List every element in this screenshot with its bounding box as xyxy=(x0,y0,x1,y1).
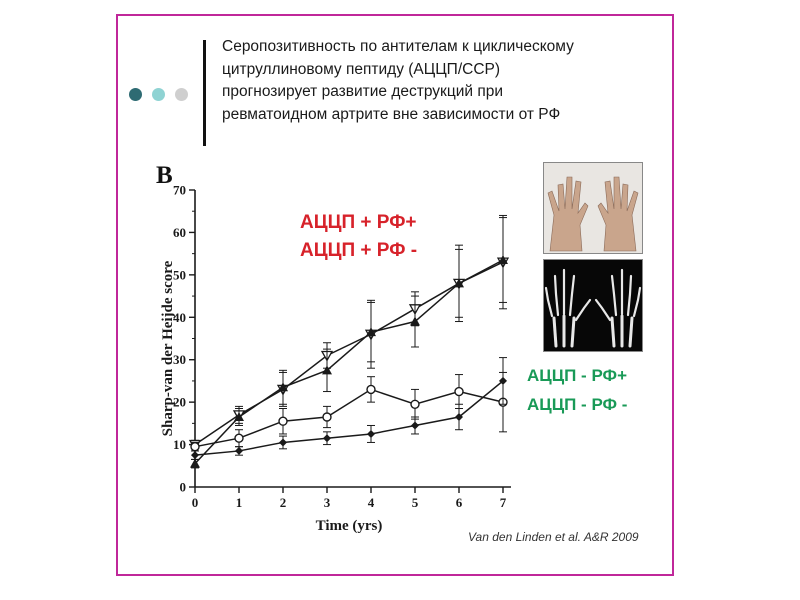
hands-xray xyxy=(543,259,643,352)
x-tick-label: 5 xyxy=(412,495,419,510)
x-tick-label: 1 xyxy=(236,495,243,510)
y-tick-label: 60 xyxy=(173,225,186,240)
data-point xyxy=(322,412,332,422)
x-tick-label: 4 xyxy=(368,495,375,510)
data-point xyxy=(234,433,244,443)
data-point xyxy=(234,411,244,421)
legend-red-2: АЦЦП + РФ - xyxy=(300,240,418,261)
data-point xyxy=(367,429,375,438)
y-tick-label: 70 xyxy=(173,183,186,198)
data-point xyxy=(279,438,287,447)
y-tick-label: 50 xyxy=(173,267,186,282)
y-tick-label: 10 xyxy=(173,437,186,452)
data-point xyxy=(410,399,420,409)
x-axis-label: Time (yrs) xyxy=(316,518,383,534)
decor-dot-teal xyxy=(152,88,165,101)
x-tick-label: 3 xyxy=(324,495,331,510)
data-point xyxy=(235,446,243,455)
title-line: цитруллиновому пептиду (АЦЦП/CCP) xyxy=(222,60,501,78)
legend-green-2: АЦЦП - РФ - xyxy=(527,395,628,414)
data-point xyxy=(190,441,200,452)
y-axis-label: Sharp-van der Heijde score xyxy=(160,260,176,436)
hands-photo xyxy=(543,162,643,254)
x-tick-label: 7 xyxy=(500,495,507,510)
y-tick-label: 30 xyxy=(173,352,186,367)
legend-green-1: АЦЦП - РФ+ xyxy=(527,366,627,385)
data-point xyxy=(454,278,464,288)
title-line: Серопозитивность по антителам к цикличес… xyxy=(222,38,574,55)
x-tick-label: 0 xyxy=(192,495,199,510)
panel-label: B xyxy=(156,162,173,189)
series-line xyxy=(194,261,504,446)
decor-dot-dark xyxy=(129,88,142,101)
data-point xyxy=(322,365,332,375)
decor-dot-grey xyxy=(175,88,188,101)
data-point xyxy=(411,421,419,430)
series-line xyxy=(194,388,504,448)
series-line xyxy=(194,259,504,465)
y-tick-label: 20 xyxy=(173,395,186,410)
data-point xyxy=(455,412,463,421)
title-line: ревматоидном артрите вне зависимости от … xyxy=(222,105,561,123)
y-tick-label: 0 xyxy=(180,480,187,495)
data-point xyxy=(454,386,464,397)
x-tick-label: 6 xyxy=(456,495,463,510)
data-point xyxy=(366,327,376,337)
series-line xyxy=(194,380,504,456)
slide-frame xyxy=(116,14,674,576)
legend-red-1: АЦЦП + РФ+ xyxy=(300,212,417,233)
title-divider xyxy=(203,40,206,146)
data-point xyxy=(323,434,331,443)
citation: Van den Linden et al. A&R 2009 xyxy=(468,530,639,544)
data-point xyxy=(278,416,288,426)
data-point xyxy=(190,458,200,468)
title-line: прогнозирует развитие деструкций при xyxy=(222,83,504,100)
data-point xyxy=(278,382,288,392)
slide-title: Серопозитивность по антителам к цикличес… xyxy=(222,36,642,126)
y-tick-label: 40 xyxy=(173,310,186,325)
data-point xyxy=(191,451,199,460)
data-point xyxy=(366,384,376,395)
data-point xyxy=(498,255,508,265)
x-tick-label: 2 xyxy=(280,495,287,510)
data-point xyxy=(410,316,420,326)
data-point xyxy=(499,376,507,385)
